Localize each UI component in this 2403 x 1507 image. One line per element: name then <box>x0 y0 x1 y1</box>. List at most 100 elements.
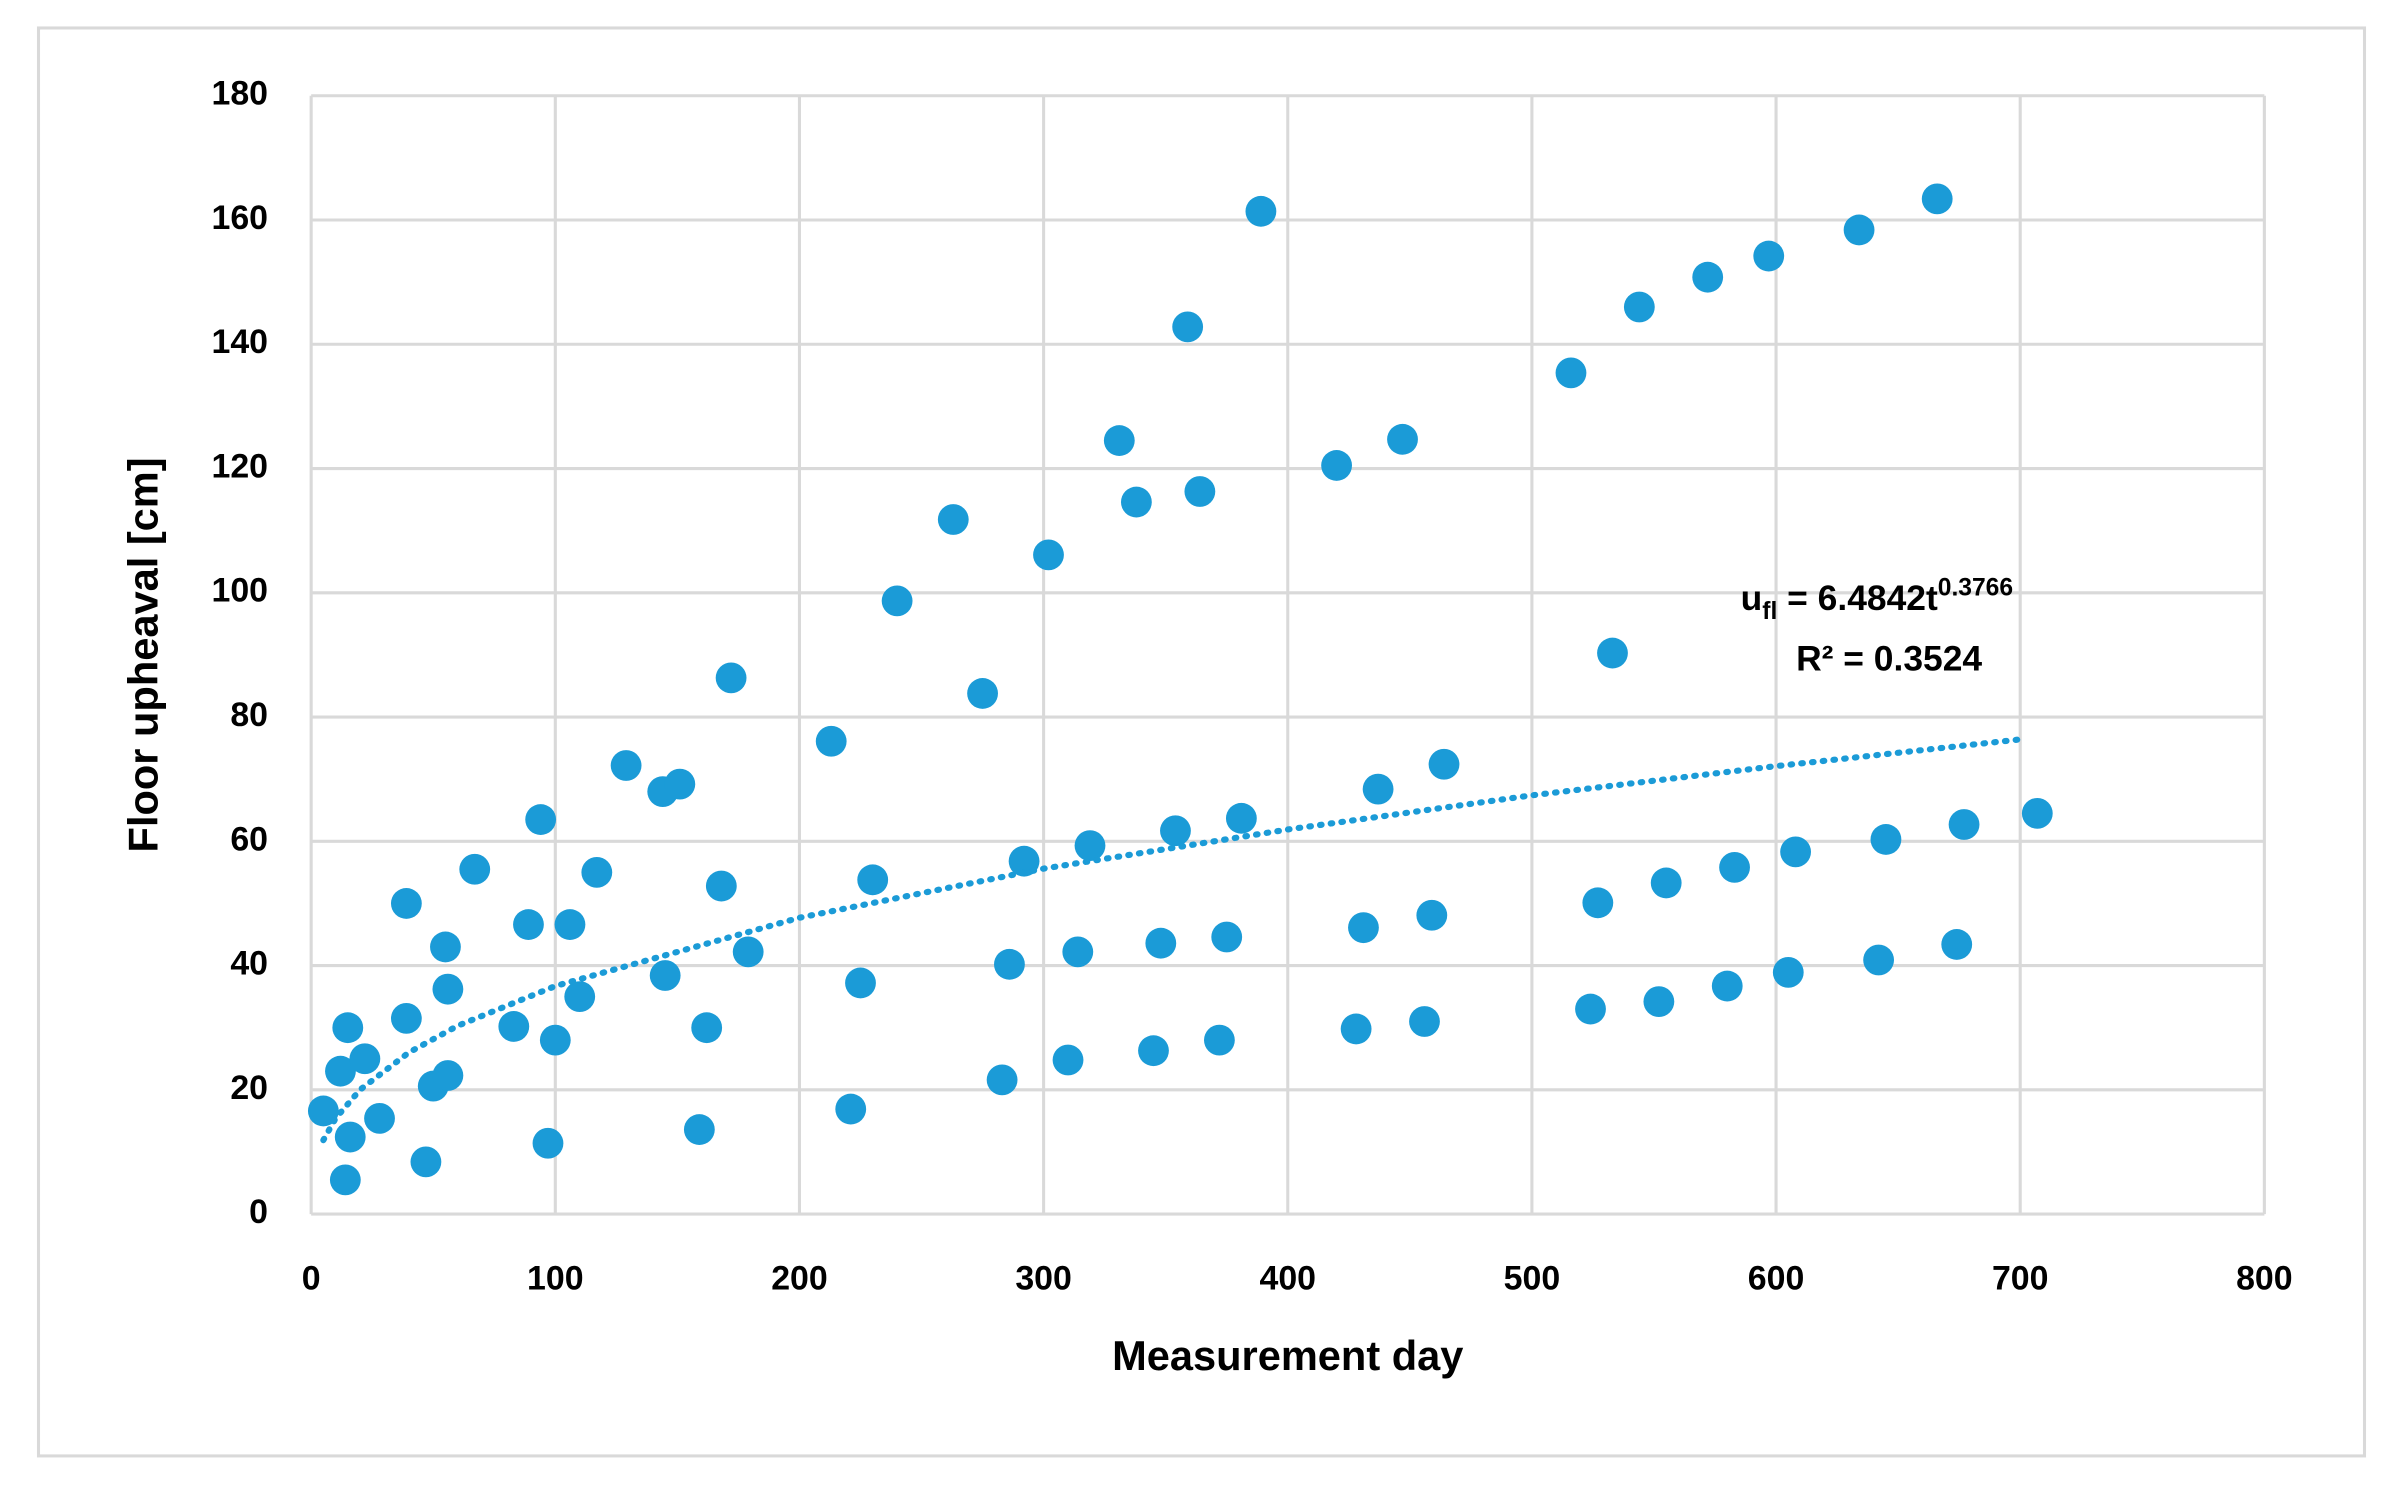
point <box>1643 986 1675 1017</box>
point <box>1052 1044 1084 1076</box>
r-squared: R² = 0.3524 <box>1796 638 1982 678</box>
point <box>1555 357 1587 389</box>
point <box>564 981 596 1013</box>
x-tick-label: 700 <box>1992 1259 2049 1297</box>
y-axis-title: Floor upheaval [cm] <box>119 457 166 852</box>
point <box>1074 830 1106 862</box>
point <box>1870 824 1902 855</box>
x-tick-label: 300 <box>1015 1259 1072 1297</box>
point <box>815 725 847 757</box>
point <box>1340 1013 1372 1045</box>
point <box>705 870 737 902</box>
point <box>554 909 586 940</box>
point <box>432 1060 464 1091</box>
point <box>364 1102 395 1134</box>
point <box>1062 936 1094 968</box>
point <box>390 888 422 919</box>
point <box>1582 887 1614 919</box>
y-tick-label: 20 <box>230 1069 268 1107</box>
point <box>610 750 642 781</box>
point <box>539 1024 571 1056</box>
point <box>1321 450 1352 481</box>
point <box>845 967 876 999</box>
point <box>649 960 681 991</box>
point <box>937 504 969 535</box>
point <box>307 1095 339 1127</box>
point <box>1575 993 1606 1025</box>
point <box>835 1093 867 1125</box>
point <box>1387 423 1418 455</box>
eq-var: u <box>1741 578 1763 618</box>
point <box>1203 1024 1235 1056</box>
x-tick-label: 0 <box>302 1259 321 1297</box>
point <box>1597 637 1628 669</box>
point <box>1033 539 1064 571</box>
point <box>1753 240 1785 272</box>
point <box>1719 851 1750 883</box>
chart-frame <box>36 26 2367 1458</box>
x-tick-label: 500 <box>1504 1259 1561 1297</box>
point <box>1145 927 1177 959</box>
y-tick-label: 0 <box>249 1193 268 1231</box>
y-tick-label: 60 <box>230 820 268 858</box>
trend-equation: ufl = 6.4842t0.3766 <box>1741 574 2013 624</box>
eq-sub: fl <box>1762 597 1777 624</box>
x-axis-title: Measurement day <box>1112 1332 1463 1379</box>
point <box>715 662 747 694</box>
point <box>325 1055 356 1087</box>
y-tick-label: 80 <box>230 696 268 734</box>
point <box>1225 802 1257 834</box>
point <box>1650 867 1682 899</box>
point <box>349 1043 381 1075</box>
point <box>1172 311 1204 343</box>
point <box>2021 797 2053 829</box>
point <box>1120 486 1152 518</box>
y-tick-label: 140 <box>211 323 268 361</box>
point <box>410 1146 442 1178</box>
point <box>1184 476 1216 507</box>
y-tick-label: 40 <box>230 945 268 983</box>
point <box>1138 1035 1169 1067</box>
point <box>1362 773 1394 805</box>
point <box>664 768 696 800</box>
point <box>1941 929 1973 960</box>
y-tick-label: 180 <box>211 75 268 113</box>
point <box>532 1127 564 1159</box>
point <box>1623 291 1655 323</box>
x-tick-label: 100 <box>527 1259 584 1297</box>
point <box>513 909 544 940</box>
point <box>1780 836 1811 868</box>
point <box>1160 815 1191 847</box>
point <box>967 678 998 709</box>
x-tick-label: 600 <box>1748 1259 1805 1297</box>
point <box>857 864 889 896</box>
point <box>581 856 613 888</box>
point <box>1921 183 1953 215</box>
point <box>1416 899 1448 931</box>
point <box>1428 748 1460 780</box>
x-tick-label: 800 <box>2236 1259 2293 1297</box>
point <box>986 1064 1018 1096</box>
point <box>432 973 464 1005</box>
x-tick-label: 200 <box>771 1259 828 1297</box>
y-tick-label: 100 <box>211 572 268 610</box>
eq-body: = 6.4842t <box>1777 578 1938 618</box>
y-tick-label: 160 <box>211 199 268 237</box>
point <box>1245 195 1277 227</box>
point <box>881 585 913 617</box>
trendline <box>320 736 2024 1144</box>
point <box>1948 809 1980 840</box>
point <box>498 1011 530 1042</box>
point <box>329 1164 361 1196</box>
point <box>1843 214 1875 246</box>
point <box>1103 425 1135 456</box>
point <box>332 1012 364 1044</box>
point <box>1692 261 1724 293</box>
y-tick-label: 120 <box>211 447 268 485</box>
point <box>994 948 1025 980</box>
point <box>334 1121 366 1153</box>
point <box>390 1002 422 1034</box>
point <box>683 1114 715 1145</box>
